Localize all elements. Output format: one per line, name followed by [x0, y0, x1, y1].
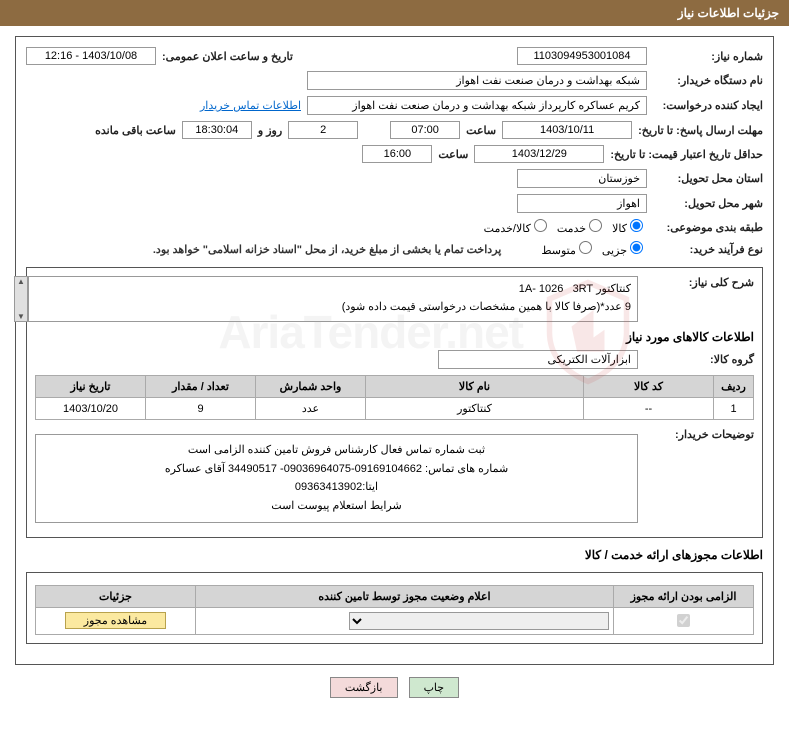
- announce-value: 1403/10/08 - 12:16: [26, 47, 156, 65]
- goods-table: ردیف کد کالا نام کالا واحد شمارش تعداد /…: [35, 375, 754, 420]
- permit-row: مشاهده مجوز: [36, 607, 754, 634]
- status-select[interactable]: [349, 612, 609, 630]
- buyer-desc-box: ثبت شماره تماس فعال کارشناس فروش تامین ک…: [35, 434, 638, 523]
- th-unit: واحد شمارش: [256, 376, 366, 398]
- td-date: 1403/10/20: [36, 398, 146, 420]
- th-date: تاریخ نیاز: [36, 376, 146, 398]
- td-unit: عدد: [256, 398, 366, 420]
- th-code: کد کالا: [584, 376, 714, 398]
- cat-service-radio[interactable]: [589, 219, 602, 232]
- deadline-date: 1403/10/11: [502, 121, 632, 139]
- th-required: الزامی بودن ارائه مجوز: [614, 585, 754, 607]
- cat-both-option[interactable]: کالا/خدمت: [484, 219, 547, 235]
- time-label-2: ساعت: [438, 148, 468, 161]
- permit-title: اطلاعات مجوزهای ارائه خدمت / کالا: [26, 548, 763, 562]
- announce-label: تاریخ و ساعت اعلان عمومی:: [162, 50, 293, 63]
- buy-note: پرداخت تمام یا بخشی از مبلغ خرید، از محل…: [153, 243, 501, 256]
- province-label: استان محل تحویل:: [653, 172, 763, 185]
- buyer-desc-label: توضیحات خریدار:: [644, 428, 754, 441]
- print-button[interactable]: چاپ: [409, 677, 460, 698]
- cat-both-text: کالا/خدمت: [484, 223, 531, 235]
- th-qty: تعداد / مقدار: [146, 376, 256, 398]
- days-remain: 2: [288, 121, 358, 139]
- permit-box: الزامی بودن ارائه مجوز اعلام وضعیت مجوز …: [26, 572, 763, 644]
- city-value: اهواز: [517, 194, 647, 213]
- buy-type-label: نوع فرآیند خرید:: [653, 243, 763, 256]
- buy-medium-text: متوسط: [541, 245, 576, 257]
- buy-partial-option[interactable]: جزیی: [602, 241, 643, 257]
- province-value: خوزستان: [517, 169, 647, 188]
- td-code: --: [584, 398, 714, 420]
- buyer-org-value: شبکه بهداشت و درمان صنعت نفت اهواز: [307, 71, 647, 90]
- cat-goods-radio[interactable]: [630, 219, 643, 232]
- city-label: شهر محل تحویل:: [653, 197, 763, 210]
- td-qty: 9: [146, 398, 256, 420]
- buy-partial-radio[interactable]: [630, 241, 643, 254]
- cat-service-option[interactable]: خدمت: [557, 219, 602, 235]
- th-idx: ردیف: [714, 376, 754, 398]
- desc-line2: شماره های تماس: 09169104662-09036964075-…: [42, 460, 631, 479]
- th-status: اعلام وضعیت مجوز توسط تامین کننده: [196, 585, 614, 607]
- category-label: طبقه بندی موضوعی:: [653, 221, 763, 234]
- buy-medium-option[interactable]: متوسط: [541, 241, 592, 257]
- group-label: گروه کالا:: [644, 353, 754, 366]
- cat-service-text: خدمت: [557, 223, 586, 235]
- table-row: 1 -- کنتاکتور عدد 9 1403/10/20: [36, 398, 754, 420]
- page-header: جزئیات اطلاعات نیاز: [0, 0, 789, 26]
- validity-label: حداقل تاریخ اعتبار قیمت: تا تاریخ:: [610, 148, 763, 161]
- summary-box: شرح کلی نیاز: ▲▼ اطلاعات کالاهای مورد نی…: [26, 267, 763, 538]
- cat-goods-option[interactable]: کالا: [612, 219, 643, 235]
- days-word: روز و: [258, 124, 282, 137]
- goods-section-title: اطلاعات کالاهای مورد نیاز: [35, 330, 754, 344]
- validity-time: 16:00: [362, 145, 432, 163]
- buy-partial-text: جزیی: [602, 245, 627, 257]
- deadline-label: مهلت ارسال پاسخ: تا تاریخ:: [638, 124, 763, 137]
- buyer-contact-link[interactable]: اطلاعات تماس خریدار: [200, 99, 301, 112]
- back-button[interactable]: بازگشت: [330, 677, 398, 698]
- permit-table: الزامی بودن ارائه مجوز اعلام وضعیت مجوز …: [35, 585, 754, 635]
- requester-value: کریم عساکره کارپرداز شبکه بهداشت و درمان…: [307, 96, 647, 115]
- view-permit-button[interactable]: مشاهده مجوز: [65, 612, 166, 629]
- hours-word: ساعت باقی مانده: [95, 124, 176, 137]
- hours-remain: 18:30:04: [182, 121, 252, 139]
- main-container: AriaTender.net شماره نیاز: 1103094953001…: [15, 36, 774, 665]
- button-row: چاپ بازگشت: [0, 677, 789, 698]
- td-idx: 1: [714, 398, 754, 420]
- td-name: کنتاکتور: [366, 398, 584, 420]
- time-label-1: ساعت: [466, 124, 496, 137]
- summary-textarea[interactable]: [28, 276, 638, 322]
- buyer-org-label: نام دستگاه خریدار:: [653, 74, 763, 87]
- th-detail: جزئیات: [36, 585, 196, 607]
- cat-both-radio[interactable]: [534, 219, 547, 232]
- deadline-time: 07:00: [390, 121, 460, 139]
- need-no-value: 1103094953001084: [517, 47, 647, 65]
- validity-date: 1403/12/29: [474, 145, 604, 163]
- desc-line3: ایتا:09363413902: [42, 478, 631, 497]
- summary-label: شرح کلی نیاز:: [644, 276, 754, 289]
- buy-medium-radio[interactable]: [579, 241, 592, 254]
- scrollbar[interactable]: ▲▼: [14, 276, 28, 322]
- desc-line1: ثبت شماره تماس فعال کارشناس فروش تامین ک…: [42, 441, 631, 460]
- group-value: ابزارآلات الکتریکی: [438, 350, 638, 369]
- need-no-label: شماره نیاز:: [653, 50, 763, 63]
- th-name: نام کالا: [366, 376, 584, 398]
- cat-goods-text: کالا: [612, 223, 627, 235]
- required-checkbox: [677, 614, 690, 627]
- requester-label: ایجاد کننده درخواست:: [653, 99, 763, 112]
- desc-line4: شرایط استعلام پیوست است: [42, 497, 631, 516]
